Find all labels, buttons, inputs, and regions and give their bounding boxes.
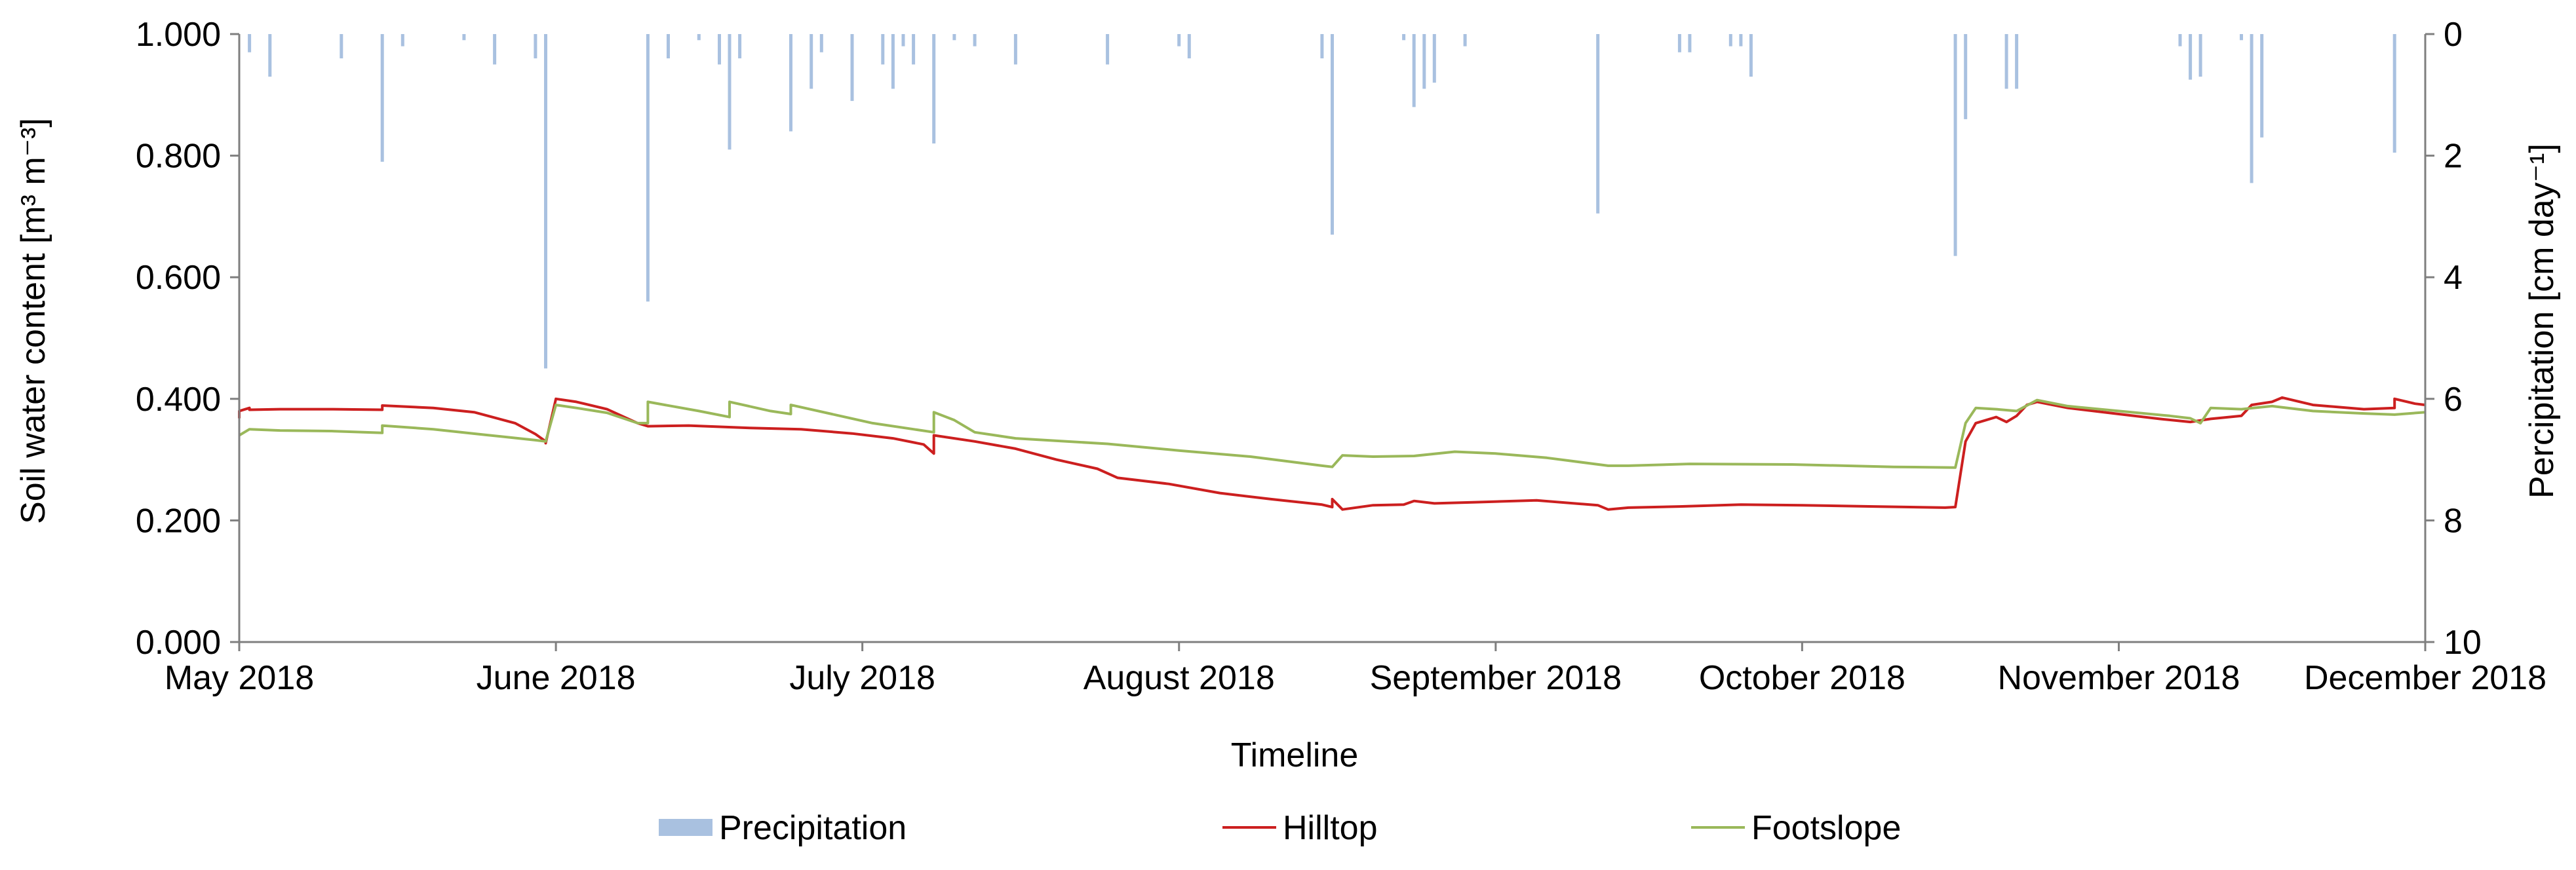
y-right-tick-label-5: 10 [2444, 624, 2482, 662]
precipitation-bar-34 [1422, 34, 1426, 89]
precipitation-bar-7 [534, 34, 537, 59]
series-lines [238, 396, 2426, 511]
y-right-tick-label-0: 0 [2444, 16, 2463, 54]
precipitation-bar-22 [912, 34, 916, 65]
legend-item-hilltop: Hilltop [1222, 809, 1378, 847]
precipitation-bar-36 [1463, 34, 1467, 47]
precipitation-bar-15 [789, 34, 792, 132]
precipitation-bar-29 [1187, 34, 1191, 59]
precipitation-bar-14 [738, 34, 742, 59]
precipitation-bar-13 [728, 34, 732, 150]
precipitation-bar-48 [2189, 34, 2193, 80]
precipitation-bar-47 [2178, 34, 2182, 47]
precipitation-bar-4 [400, 34, 404, 47]
x-tick-label-4: September 2018 [1370, 659, 1622, 697]
y-right-tick-label-3: 6 [2444, 381, 2463, 419]
precipitation-bar-5 [462, 34, 466, 41]
precipitation-bar-53 [2392, 34, 2396, 153]
precipitation-bar-11 [697, 34, 701, 41]
precipitation-bar-2 [340, 34, 343, 59]
precipitation-bar-0 [248, 34, 252, 52]
precipitation-bar-43 [1953, 34, 1957, 256]
x-tick-label-1: June 2018 [477, 659, 636, 697]
precipitation-bar-41 [1739, 34, 1743, 47]
precipitation-bar-50 [2240, 34, 2243, 41]
precipitation-bar-45 [2004, 34, 2008, 89]
precipitation-bar-26 [1013, 34, 1017, 65]
precipitation-bar-37 [1596, 34, 1600, 214]
x-tick-label-3: August 2018 [1083, 659, 1275, 697]
precipitation-bar-20 [891, 34, 895, 89]
legend-item-footslope: Footslope [1691, 809, 1901, 847]
x-tick-label-6: November 2018 [1997, 659, 2240, 697]
precipitation-bar-52 [2260, 34, 2264, 138]
y-right-tick-label-1: 2 [2444, 138, 2463, 176]
precipitation-bar-1 [268, 34, 272, 77]
x-axis-title: Timeline [1231, 736, 1359, 774]
legend-label-hilltop: Hilltop [1283, 809, 1378, 847]
legend-item-precipitation: Precipitation [659, 809, 907, 847]
precipitation-bar-32 [1402, 34, 1406, 41]
precipitation-bar-40 [1728, 34, 1732, 47]
y-left-tick-label-5: 1.000 [136, 16, 221, 54]
precipitation-bar-44 [1964, 34, 1968, 119]
precipitation-bar-19 [881, 34, 885, 65]
precipitation-bar-18 [850, 34, 854, 102]
x-tick-label-2: July 2018 [789, 659, 935, 697]
tick-labels: 0.000 0.200 0.400 0.600 0.800 1.000 0 2 4 6 8 10 May… [136, 16, 2547, 697]
x-tick-label-7: December 2018 [2304, 659, 2547, 697]
precipitation-bar-33 [1412, 34, 1416, 107]
precipitation-bar-24 [952, 34, 956, 41]
y-left-tick-label-2: 0.400 [136, 381, 221, 419]
precipitation-bar-42 [1749, 34, 1753, 77]
precipitation-bar-16 [810, 34, 813, 89]
precipitation-bar-28 [1177, 34, 1181, 47]
axes [230, 33, 2434, 651]
precipitation-bar-35 [1432, 34, 1436, 83]
precipitation-bar-8 [544, 34, 547, 369]
precipitation-bars [248, 34, 2396, 369]
y-left-tick-label-4: 0.800 [136, 138, 221, 176]
legend: Precipitation Hilltop Footslope [659, 809, 1901, 847]
precipitation-bar-9 [646, 34, 650, 302]
precipitation-bar-31 [1331, 34, 1334, 235]
y-left-tick-label-3: 0.600 [136, 259, 221, 297]
precipitation-bar-38 [1677, 34, 1681, 52]
legend-label-footslope: Footslope [1751, 809, 1901, 847]
precipitation-bar-30 [1320, 34, 1324, 59]
y-left-tick-label-0: 0.000 [136, 624, 221, 662]
y-right-tick-label-4: 8 [2444, 502, 2463, 540]
precipitation-bar-46 [2015, 34, 2019, 89]
precipitation-bar-51 [2250, 34, 2254, 183]
y-axis-right-title: Percipitation [cm day⁻¹] [2523, 143, 2561, 499]
precipitation-bar-3 [380, 34, 384, 162]
legend-swatch-precipitation [659, 819, 712, 836]
legend-label-precipitation: Precipitation [719, 809, 907, 847]
y-left-tick-label-1: 0.200 [136, 502, 221, 540]
footslope-line [238, 398, 2426, 469]
precipitation-bar-17 [819, 34, 823, 52]
y-right-tick-label-2: 4 [2444, 259, 2463, 297]
y-axis-left-title: Soil water content [m³ m⁻³] [14, 118, 52, 524]
precipitation-bar-27 [1106, 34, 1110, 65]
precipitation-bar-39 [1688, 34, 1692, 52]
precipitation-bar-23 [932, 34, 936, 143]
x-tick-label-0: May 2018 [165, 659, 314, 697]
hilltop-line [238, 396, 2426, 511]
precipitation-bar-10 [667, 34, 670, 59]
precipitation-bar-49 [2198, 34, 2202, 77]
precipitation-bar-21 [901, 34, 905, 47]
precipitation-bar-6 [493, 34, 497, 65]
precipitation-bar-25 [973, 34, 977, 47]
precipitation-bar-12 [718, 34, 721, 65]
x-tick-label-5: October 2018 [1699, 659, 1905, 697]
